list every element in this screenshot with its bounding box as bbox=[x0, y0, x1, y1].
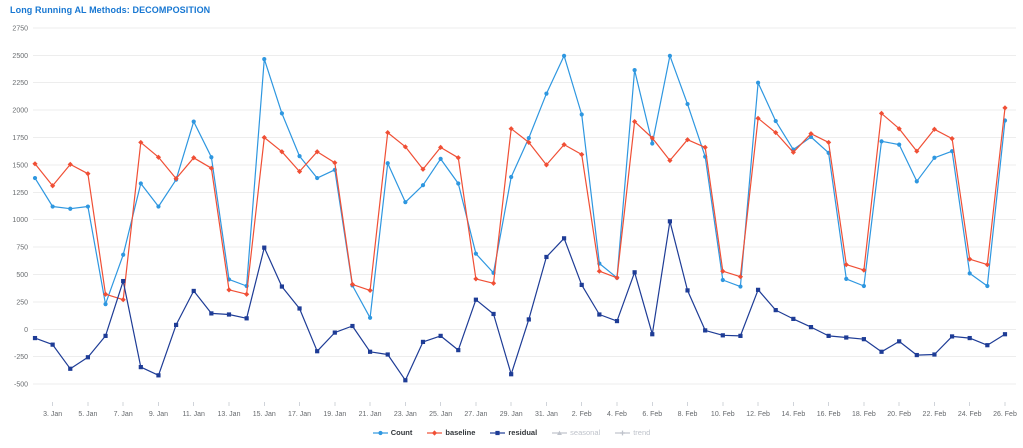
svg-text:1250: 1250 bbox=[12, 190, 28, 197]
legend-trend-label: trend bbox=[633, 428, 651, 438]
legend-item-baseline[interactable]: baseline bbox=[427, 429, 475, 437]
svg-text:0: 0 bbox=[24, 327, 28, 334]
legend-seasonal-marker-icon bbox=[552, 430, 568, 435]
legend-count-marker-icon bbox=[372, 430, 388, 436]
legend-item-count[interactable]: Count bbox=[372, 428, 413, 438]
legend-item-trend[interactable]: trend bbox=[615, 429, 650, 437]
svg-text:17. Jan: 17. Jan bbox=[288, 411, 311, 418]
svg-text:3. Jan: 3. Jan bbox=[43, 411, 62, 418]
svg-text:13. Jan: 13. Jan bbox=[218, 411, 241, 418]
svg-text:250: 250 bbox=[16, 299, 28, 306]
legend-trend-marker-icon bbox=[615, 430, 631, 436]
svg-text:1000: 1000 bbox=[12, 217, 28, 224]
svg-text:14. Feb: 14. Feb bbox=[781, 411, 805, 418]
svg-text:12. Feb: 12. Feb bbox=[746, 411, 770, 418]
svg-text:11. Jan: 11. Jan bbox=[182, 411, 205, 418]
legend-item-residual[interactable]: residual bbox=[490, 429, 537, 437]
svg-text:500: 500 bbox=[16, 272, 28, 279]
svg-text:25. Jan: 25. Jan bbox=[429, 411, 452, 418]
legend-residual-label: residual bbox=[508, 428, 538, 438]
svg-text:4. Feb: 4. Feb bbox=[607, 411, 627, 418]
svg-text:1750: 1750 bbox=[12, 135, 28, 142]
svg-text:750: 750 bbox=[16, 245, 28, 252]
svg-text:9. Jan: 9. Jan bbox=[149, 411, 168, 418]
svg-text:2500: 2500 bbox=[12, 53, 28, 60]
svg-text:2750: 2750 bbox=[12, 25, 28, 32]
legend-seasonal-label: seasonal bbox=[570, 428, 601, 438]
chart-title: Long Running AL Methods: DECOMPOSITION bbox=[10, 5, 211, 15]
svg-text:27. Jan: 27. Jan bbox=[464, 411, 487, 418]
legend-item-seasonal[interactable]: seasonal bbox=[552, 429, 600, 437]
svg-text:2000: 2000 bbox=[12, 108, 28, 115]
series-residual-line[interactable] bbox=[32, 219, 1008, 383]
series-baseline-line[interactable] bbox=[32, 105, 1008, 303]
svg-text:2. Feb: 2. Feb bbox=[572, 411, 592, 418]
chart-legend: Count baseline residual seasonal trend bbox=[0, 427, 1023, 439]
svg-text:7. Jan: 7. Jan bbox=[114, 411, 133, 418]
x-axis-labels: 3. Jan 5. Jan 7. Jan 9. Jan 11. Jan 13. Jan 15… bbox=[43, 402, 1017, 418]
svg-text:10. Feb: 10. Feb bbox=[711, 411, 735, 418]
svg-text:22. Feb: 22. Feb bbox=[923, 411, 947, 418]
svg-text:15. Jan: 15. Jan bbox=[253, 411, 276, 418]
svg-text:5. Jan: 5. Jan bbox=[78, 411, 97, 418]
svg-text:23. Jan: 23. Jan bbox=[394, 411, 417, 418]
svg-text:20. Feb: 20. Feb bbox=[887, 411, 911, 418]
series-count-line[interactable] bbox=[32, 53, 1008, 320]
svg-text:8. Feb: 8. Feb bbox=[678, 411, 698, 418]
svg-text:29. Jan: 29. Jan bbox=[500, 411, 523, 418]
svg-text:1500: 1500 bbox=[12, 162, 28, 169]
svg-text:2250: 2250 bbox=[12, 80, 28, 87]
svg-text:-250: -250 bbox=[14, 354, 28, 361]
svg-text:21. Jan: 21. Jan bbox=[359, 411, 382, 418]
svg-text:31. Jan: 31. Jan bbox=[535, 411, 558, 418]
svg-text:26. Feb: 26. Feb bbox=[993, 411, 1017, 418]
svg-text:16. Feb: 16. Feb bbox=[817, 411, 841, 418]
svg-text:-500: -500 bbox=[14, 382, 28, 389]
legend-count-label: Count bbox=[390, 428, 413, 438]
svg-text:6. Feb: 6. Feb bbox=[642, 411, 662, 418]
legend-baseline-marker-icon bbox=[427, 430, 443, 436]
svg-text:19. Jan: 19. Jan bbox=[323, 411, 346, 418]
legend-baseline-label: baseline bbox=[445, 428, 476, 438]
gridlines bbox=[33, 27, 1016, 385]
svg-text:18. Feb: 18. Feb bbox=[852, 411, 876, 418]
y-axis-labels: -500 -250 0 250 500 750 1000 1250 1500 1750 2000 22… bbox=[12, 25, 28, 388]
legend-residual-marker-icon bbox=[490, 430, 506, 436]
svg-text:24. Feb: 24. Feb bbox=[958, 411, 982, 418]
